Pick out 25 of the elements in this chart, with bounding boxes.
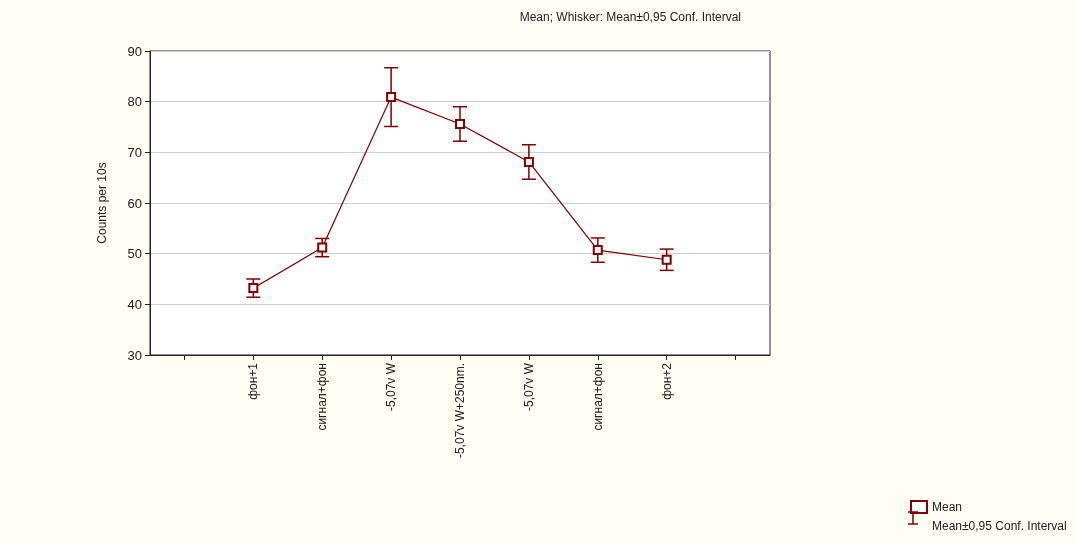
- y-tick-label: 40: [127, 296, 142, 312]
- y-axis-title: Counts per 10s: [95, 162, 109, 244]
- point: [455, 118, 465, 129]
- text: Mean±0,95 Conf. Interval: [932, 519, 1067, 533]
- y-tick-label: 70: [127, 144, 142, 160]
- x-tick-label: фон+2: [659, 362, 674, 400]
- x-tick-label: -5,07v W+250nm.: [453, 363, 467, 459]
- point: [248, 283, 259, 294]
- y-tick-label: 80: [127, 94, 142, 110]
- legend-label: Mean: [932, 500, 963, 514]
- point: [661, 254, 672, 265]
- chart-title: Mean; Whisker: Mean±0,95 Conf. Interval: [519, 10, 742, 24]
- x-tick-label: фон+1: [246, 362, 261, 400]
- point: [386, 92, 397, 103]
- y-tick-label: 60: [127, 195, 142, 211]
- y-tick-label: 50: [127, 246, 142, 262]
- x-tick-label: сигнал+фон: [315, 363, 330, 431]
- y-tick-label: 30: [127, 347, 142, 363]
- point: [317, 242, 328, 253]
- point: [523, 156, 534, 167]
- point: [592, 245, 603, 256]
- x-tick-label: -5,07v W: [521, 362, 536, 412]
- x-tick-label: сигнал+фон: [590, 363, 605, 431]
- y-tick-label: 90: [127, 43, 142, 59]
- x-tick-label: -5,07v W: [384, 362, 399, 412]
